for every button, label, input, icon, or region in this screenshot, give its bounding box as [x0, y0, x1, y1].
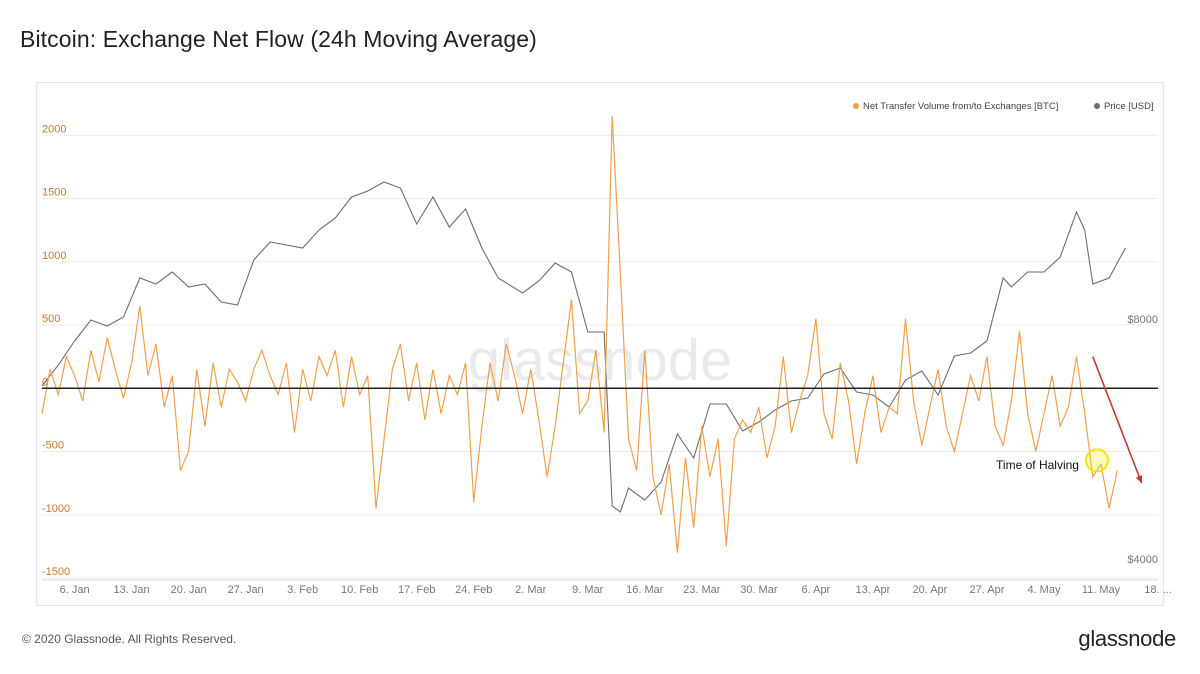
x-tick-label: 10. Feb: [341, 584, 378, 596]
halving-annotation-label: Time of Halving: [996, 458, 1079, 472]
x-tick-label: 6. Apr: [801, 584, 830, 596]
x-tick-label: 17. Feb: [398, 584, 435, 596]
y-right-tick-label: $8000: [1127, 314, 1158, 326]
y-tick-label: 1500: [42, 187, 66, 199]
watermark: glassnode: [468, 328, 732, 393]
y-tick-label: -1500: [42, 566, 70, 578]
x-tick-label: 20. Jan: [171, 584, 207, 596]
price-series-line: [41, 181, 1126, 513]
x-tick-label: 6. Jan: [60, 584, 90, 596]
y-tick-label: -1000: [42, 503, 70, 515]
x-tick-label: 2. Mar: [515, 584, 547, 596]
x-tick-label: 13. Apr: [855, 584, 890, 596]
legend-label-price: Price [USD]: [1104, 101, 1154, 112]
x-tick-label: 11. May: [1082, 584, 1121, 596]
y-tick-label: 500: [42, 313, 60, 325]
chart-panel: [36, 82, 1164, 606]
halving-circle: [1084, 448, 1109, 473]
x-tick-label: 27. Apr: [970, 584, 1005, 596]
x-tick-label: 30. Mar: [740, 584, 778, 596]
x-tick-label: 4. May: [1027, 584, 1061, 596]
x-tick-label: 24. Feb: [455, 584, 492, 596]
x-tick-label: 13. Jan: [114, 584, 150, 596]
y-right-tick-label: $4000: [1127, 554, 1158, 566]
legend-marker-price: [1094, 103, 1100, 109]
y-tick-label: 2000: [42, 123, 66, 135]
x-tick-label: 20. Apr: [912, 584, 947, 596]
x-tick-label: 3. Feb: [287, 584, 318, 596]
chart-title: Bitcoin: Exchange Net Flow (24h Moving A…: [20, 26, 537, 52]
copyright-text: © 2020 Glassnode. All Rights Reserved.: [22, 632, 237, 646]
x-tick-label: 18. ...: [1144, 584, 1172, 596]
y-tick-label: -500: [42, 440, 64, 452]
x-tick-label: 16. Mar: [626, 584, 664, 596]
y-tick-label: 1000: [42, 250, 66, 262]
x-tick-label: 23. Mar: [683, 584, 721, 596]
halving-arrow-head: [1135, 475, 1143, 484]
x-tick-label: 9. Mar: [572, 584, 604, 596]
net-flow-series-line: [41, 116, 1118, 553]
glassnode-logo: glassnode: [1078, 626, 1176, 651]
x-tick-label: 27. Jan: [228, 584, 264, 596]
legend-marker-flow: [853, 103, 859, 109]
halving-arrow-line: [1092, 356, 1143, 484]
legend-label-flow: Net Transfer Volume from/to Exchanges [B…: [863, 101, 1058, 112]
